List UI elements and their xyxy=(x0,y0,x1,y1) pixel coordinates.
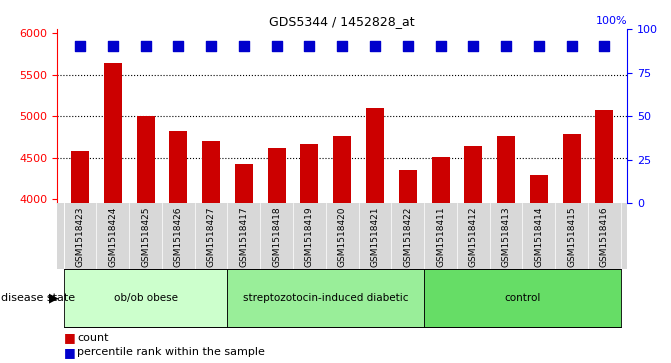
Text: GSM1518419: GSM1518419 xyxy=(305,207,314,267)
Bar xyxy=(64,269,227,327)
Point xyxy=(435,43,446,49)
Text: disease state: disease state xyxy=(1,293,75,303)
Text: control: control xyxy=(505,293,541,303)
Bar xyxy=(104,63,121,363)
Point xyxy=(206,43,217,49)
Title: GDS5344 / 1452828_at: GDS5344 / 1452828_at xyxy=(269,15,415,28)
Point xyxy=(238,43,249,49)
Bar xyxy=(169,131,187,363)
Bar xyxy=(595,110,613,363)
Text: streptozotocin-induced diabetic: streptozotocin-induced diabetic xyxy=(243,293,409,303)
Text: ■: ■ xyxy=(64,346,76,359)
Point xyxy=(173,43,184,49)
Text: GSM1518411: GSM1518411 xyxy=(436,207,445,267)
Text: GSM1518422: GSM1518422 xyxy=(403,207,412,267)
Text: GSM1518417: GSM1518417 xyxy=(240,207,248,267)
Bar xyxy=(202,141,220,363)
Point xyxy=(370,43,380,49)
Bar xyxy=(563,134,580,363)
Text: GSM1518421: GSM1518421 xyxy=(370,207,380,267)
Text: GSM1518427: GSM1518427 xyxy=(207,207,215,267)
Bar xyxy=(227,269,424,327)
Text: 100%: 100% xyxy=(596,16,627,25)
Point xyxy=(107,43,118,49)
Bar xyxy=(424,269,621,327)
Point xyxy=(599,43,610,49)
Text: GSM1518413: GSM1518413 xyxy=(502,207,511,267)
Text: GSM1518423: GSM1518423 xyxy=(75,207,85,267)
Bar xyxy=(399,170,417,363)
Point xyxy=(74,43,85,49)
Text: ▶: ▶ xyxy=(49,291,58,304)
Text: GSM1518414: GSM1518414 xyxy=(534,207,544,267)
Point xyxy=(337,43,348,49)
Text: GSM1518412: GSM1518412 xyxy=(469,207,478,267)
Bar xyxy=(71,151,89,363)
Text: ■: ■ xyxy=(64,331,76,344)
Bar xyxy=(497,136,515,363)
Point xyxy=(533,43,544,49)
Bar xyxy=(366,108,384,363)
Bar xyxy=(235,164,253,363)
Point xyxy=(271,43,282,49)
Text: GSM1518420: GSM1518420 xyxy=(338,207,347,267)
Text: count: count xyxy=(77,333,109,343)
Point xyxy=(501,43,511,49)
Bar xyxy=(464,146,482,363)
Point xyxy=(468,43,478,49)
Text: GSM1518426: GSM1518426 xyxy=(174,207,183,267)
Text: GSM1518416: GSM1518416 xyxy=(600,207,609,267)
Bar xyxy=(333,136,351,363)
Point xyxy=(403,43,413,49)
Bar xyxy=(136,116,154,363)
Text: GSM1518418: GSM1518418 xyxy=(272,207,281,267)
Text: percentile rank within the sample: percentile rank within the sample xyxy=(77,347,265,357)
Bar xyxy=(268,148,286,363)
Bar xyxy=(301,143,319,363)
Bar xyxy=(431,157,450,363)
Bar xyxy=(530,175,548,363)
Text: GSM1518424: GSM1518424 xyxy=(108,207,117,267)
Text: GSM1518425: GSM1518425 xyxy=(141,207,150,267)
Point xyxy=(566,43,577,49)
Point xyxy=(304,43,315,49)
Text: ob/ob obese: ob/ob obese xyxy=(113,293,178,303)
Point xyxy=(140,43,151,49)
Text: GSM1518415: GSM1518415 xyxy=(567,207,576,267)
